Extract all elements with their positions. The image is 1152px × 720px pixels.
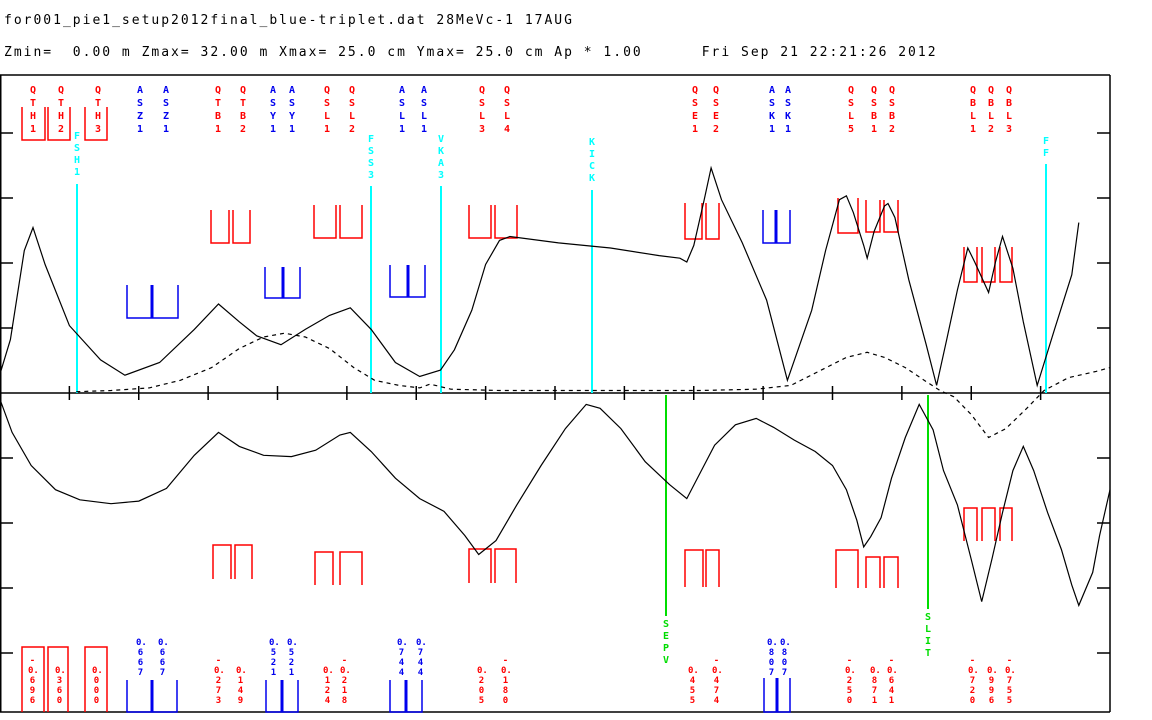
quad-value: 0.871 [870,666,881,706]
element-label-ASY1: ASY1 [288,85,296,135]
quad-symbol-top [21,107,46,141]
quad-symbol-top [313,205,337,239]
element-label-QSL2: QSL2 [348,85,356,135]
quad-value: 0.124 [323,666,334,706]
quad-symbol-bottom [981,507,996,541]
element-label-ASZ1: ASZ1 [162,85,170,135]
element-label-ASK1: ASK1 [768,85,776,135]
monitor-label-SLIT: SLIT [924,612,932,659]
monitor-label-FSS3: FSS3 [367,134,375,181]
steerer-value: 0.744 [397,638,408,678]
quad-symbol-bottom [47,646,69,712]
monitor-label-FF: FF [1042,136,1050,159]
quad-symbol-top [684,203,703,240]
steerer-value: 0.667 [136,638,147,678]
quad-value: 0.996 [987,666,998,706]
quad-value: -0.273 [214,656,225,706]
element-label-QSL4: QSL4 [503,85,511,135]
header-scale-info: Zmin= 0.00 m Zmax= 32.00 m Xmax= 25.0 cm… [4,45,938,60]
element-label-ASL1: ASL1 [398,85,406,135]
monitor-label-KICK: KICK [588,137,596,184]
quad-value: 0.360 [55,666,66,706]
quad-symbol-top [210,210,230,244]
quad-value: -0.250 [845,656,856,706]
quad-symbol-top [494,205,518,239]
quad-symbol-bottom [494,548,517,583]
quad-symbol-bottom [865,556,881,588]
quad-symbol-bottom [234,544,253,579]
quad-symbol-bottom [835,549,859,588]
element-label-QTB2: QTB2 [239,85,247,135]
quad-symbol-top [468,205,492,239]
quad-symbol-bottom [705,549,720,587]
y_envelope-curve [0,399,1111,608]
monitor-label-FSH1: FSH1 [73,131,81,178]
element-label-QBL2: QBL2 [987,85,995,135]
steerer-value: 0.521 [269,638,280,678]
element-label-QTH3: QTH3 [94,85,102,135]
quad-value: -0.720 [968,656,979,706]
quad-symbol-bottom [963,507,978,541]
dispersion-curve [76,332,1111,439]
quad-symbol-top [883,200,899,233]
quad-symbol-top [999,247,1013,283]
steerer-value: 0.807 [780,638,791,678]
element-label-QSL5: QSL5 [847,85,855,135]
element-label-QSE2: QSE2 [712,85,720,135]
quad-symbol-top [232,210,251,244]
quad-symbol-bottom [883,556,899,588]
element-label-QTH1: QTH1 [29,85,37,135]
element-label-ASL1: ASL1 [420,85,428,135]
element-label-ASK1: ASK1 [784,85,792,135]
quad-symbol-bottom [684,549,704,587]
steerer-value: 0.807 [767,638,778,678]
quad-value: -0.180 [501,656,512,706]
element-label-QBL1: QBL1 [969,85,977,135]
quad-value: 0.455 [688,666,699,706]
quad-symbol-top [865,200,881,233]
quad-symbol-top [705,203,720,240]
monitor-label-SEPV: SEPV [662,619,670,666]
element-label-QBL3: QBL3 [1005,85,1013,135]
quad-symbol-top [47,107,71,141]
quad-symbol-bottom [84,646,108,712]
x_envelope-curve [0,165,1080,388]
steerer-value: 0.667 [158,638,169,678]
quad-value: 0.149 [236,666,247,706]
monitor-label-VKA3: VKA3 [437,134,445,181]
quad-symbol-bottom [212,544,232,579]
quad-symbol-bottom [21,646,45,712]
element-label-ASY1: ASY1 [269,85,277,135]
element-label-QSE1: QSE1 [691,85,699,135]
element-label-ASZ1: ASZ1 [136,85,144,135]
element-label-QSB1: QSB1 [870,85,878,135]
element-label-QSB2: QSB2 [888,85,896,135]
quad-value: -0.755 [1005,656,1016,706]
element-label-QSL1: QSL1 [323,85,331,135]
quad-symbol-bottom [314,551,334,585]
quad-symbol-bottom [999,507,1013,541]
element-label-QSL3: QSL3 [478,85,486,135]
quad-value: 0.000 [92,666,103,706]
quad-symbol-bottom [468,548,492,583]
element-label-QTB1: QTB1 [214,85,222,135]
quad-symbol-top [837,198,859,234]
quad-value: -0.474 [712,656,723,706]
steerer-value: 0.744 [416,638,427,678]
element-label-QTH2: QTH2 [57,85,65,135]
quad-value: 0.205 [477,666,488,706]
steerer-value: 0.521 [287,638,298,678]
quad-value: -0.218 [340,656,351,706]
quad-value: -0.641 [887,656,898,706]
quad-symbol-top [84,107,108,141]
quad-symbol-top [981,247,996,283]
header-filename: for001_pie1_setup2012final_blue-triplet.… [4,13,574,28]
quad-value: -0.696 [28,656,39,706]
quad-symbol-top [339,205,363,239]
quad-symbol-bottom [339,551,363,585]
